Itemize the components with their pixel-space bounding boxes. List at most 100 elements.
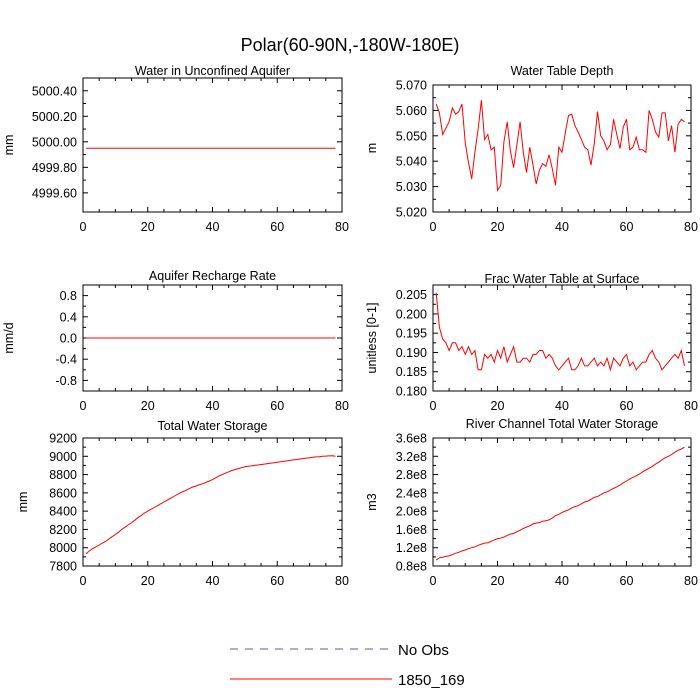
y-tick-label: 2.4e8 [396, 486, 427, 500]
x-tick-label: 60 [270, 574, 284, 588]
panel-aquifer-recharge-rate: Aquifer Recharge Rate mm/d 0 20 40 60 80 -0.8… [2, 269, 349, 413]
y-tick-label: 5.040 [396, 155, 427, 169]
x-tick-label: 40 [206, 220, 220, 234]
y-tick-label: 8200 [49, 523, 77, 537]
panel-total-water-storage: Total Water Storage mm 0 20 40 60 80 7800 8000… [16, 419, 349, 588]
panel-title: River Channel Total Water Storage [466, 417, 659, 431]
panel-frac-water-table: Frac Water Table at Surface unitless [0-… [365, 272, 698, 413]
y-axis-label: unitless [0-1] [365, 303, 379, 374]
plot-frame [432, 84, 692, 213]
x-tick-label: 40 [555, 574, 569, 588]
x-tick-label: 60 [620, 399, 634, 413]
series-line-1850-169 [85, 455, 336, 555]
x-tick-label: 60 [620, 220, 634, 234]
x-tick-label: 0 [80, 399, 87, 413]
x-tick-label: 20 [491, 574, 505, 588]
x-tick-label: 0 [430, 220, 437, 234]
y-tick-label: 0.185 [396, 365, 427, 379]
panel-title: Frac Water Table at Surface [485, 272, 640, 286]
x-tick-label: 80 [684, 574, 698, 588]
y-tick-label: 0.180 [396, 385, 427, 399]
y-tick-label: 4999.60 [32, 186, 77, 200]
plot-frame [432, 284, 692, 392]
y-tick-label: 9000 [49, 450, 77, 464]
x-tick-label: 20 [141, 220, 155, 234]
y-tick-label: 2.8e8 [396, 468, 427, 482]
x-tick-label: 0 [430, 399, 437, 413]
x-tick-label: 80 [335, 220, 349, 234]
y-tick-label: 1.2e8 [396, 541, 427, 555]
legend-label-no-obs: No Obs [398, 642, 449, 659]
y-tick-label: 5000.40 [32, 84, 77, 98]
y-tick-label: 5.050 [396, 129, 427, 143]
panel-unconfined-aquifer: Water in Unconfined Aquifer mm 0 20 40 60 80… [2, 64, 349, 234]
x-tick-label: 60 [270, 399, 284, 413]
y-tick-label: 3.2e8 [396, 450, 427, 464]
figure-title: Polar(60-90N,-180W-180E) [241, 35, 460, 55]
series-line-1850-169 [435, 292, 685, 372]
y-tick-label: -0.8 [55, 374, 77, 388]
y-tick-label: 5000.20 [32, 110, 77, 124]
legend: No Obs 1850_169 [230, 642, 465, 689]
x-tick-label: 40 [555, 220, 569, 234]
x-tick-label: 20 [141, 399, 155, 413]
y-tick-label: 8000 [49, 541, 77, 555]
y-tick-label: 5000.00 [32, 135, 77, 149]
y-tick-label: 8400 [49, 505, 77, 519]
x-tick-label: 20 [491, 220, 505, 234]
plot-frame [82, 77, 343, 213]
y-tick-label: 3.6e8 [396, 432, 427, 446]
legend-label-1850-169: 1850_169 [398, 672, 465, 689]
y-tick-label: 0.195 [396, 327, 427, 341]
x-tick-label: 60 [270, 220, 284, 234]
y-axis-label: m [365, 143, 379, 153]
y-tick-label: 0.4 [60, 310, 77, 324]
y-tick-label: -0.4 [55, 353, 77, 367]
x-tick-label: 40 [206, 399, 220, 413]
x-tick-label: 20 [141, 574, 155, 588]
panel-title: Aquifer Recharge Rate [149, 269, 276, 283]
y-axis-label: m3 [365, 493, 379, 510]
panel-river-channel-storage: River Channel Total Water Storage m3 0 20… [365, 417, 698, 588]
y-axis-label: mm [16, 492, 30, 513]
x-tick-label: 40 [206, 574, 220, 588]
panel-title: Water in Unconfined Aquifer [135, 64, 290, 78]
y-tick-label: 5.030 [396, 180, 427, 194]
x-tick-label: 40 [555, 399, 569, 413]
y-tick-label: 5.060 [396, 104, 427, 118]
plot-frame [82, 437, 343, 567]
x-tick-label: 20 [491, 399, 505, 413]
y-tick-label: 5.070 [396, 79, 427, 93]
y-tick-label: 4999.80 [32, 161, 77, 175]
x-tick-label: 80 [684, 399, 698, 413]
panel-title: Water Table Depth [511, 64, 614, 78]
x-tick-label: 80 [335, 574, 349, 588]
x-tick-label: 60 [620, 574, 634, 588]
y-tick-label: 0.205 [396, 288, 427, 302]
y-tick-label: 7800 [49, 560, 77, 574]
y-tick-label: 5.020 [396, 206, 427, 220]
x-tick-label: 0 [80, 220, 87, 234]
x-tick-label: 80 [684, 220, 698, 234]
y-tick-label: 0.190 [396, 346, 427, 360]
y-tick-label: 1.6e8 [396, 523, 427, 537]
y-tick-label: 9200 [49, 432, 77, 446]
x-tick-label: 0 [80, 574, 87, 588]
panel-title: Total Water Storage [157, 419, 267, 433]
plot-frame [432, 437, 692, 567]
y-axis-label: mm/d [2, 322, 16, 353]
series-line-1850-169 [435, 100, 685, 192]
x-tick-label: 0 [430, 574, 437, 588]
y-tick-label: 2.0e8 [396, 505, 427, 519]
y-tick-label: 8800 [49, 468, 77, 482]
y-axis-label: mm [2, 135, 16, 156]
y-tick-label: 8600 [49, 486, 77, 500]
y-tick-label: 0.8e8 [396, 560, 427, 574]
series-line-1850-169 [435, 446, 685, 561]
y-tick-label: 0.8 [60, 289, 77, 303]
y-tick-label: 0.200 [396, 307, 427, 321]
panel-water-table-depth: Water Table Depth m 0 20 40 60 80 5.020 5.030 5… [365, 64, 698, 234]
x-tick-label: 80 [335, 399, 349, 413]
y-tick-label: 0.0 [60, 332, 77, 346]
